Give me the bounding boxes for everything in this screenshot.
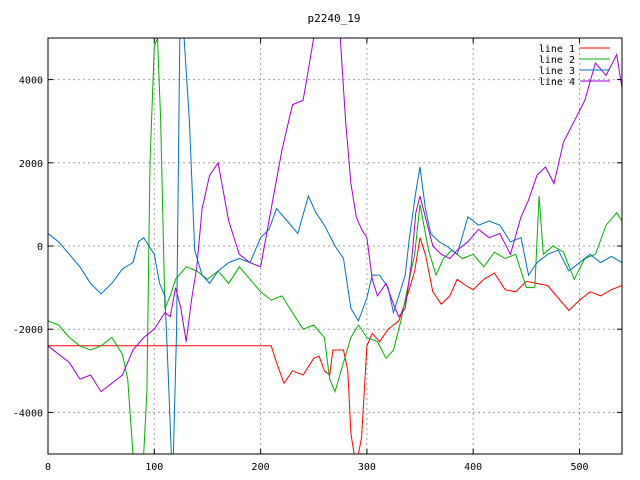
x-tick-label: 0 <box>45 462 51 473</box>
series-line-4 <box>48 38 622 393</box>
series-line-3 <box>48 38 622 454</box>
y-tick-label: -2000 <box>13 325 43 336</box>
x-tick-label: 200 <box>252 462 270 473</box>
series-line-2 <box>48 38 622 454</box>
grid <box>48 38 622 454</box>
x-tick-label: 500 <box>570 462 588 473</box>
x-tick-label: 300 <box>358 462 376 473</box>
y-tick-label: 4000 <box>19 76 43 87</box>
x-tick-label: 100 <box>145 462 163 473</box>
series-layer <box>48 38 622 454</box>
axis-ticks: 0 100 200 300 400 500 -4000 -2000 0 2000 4000 <box>13 38 622 473</box>
y-tick-label: 0 <box>37 242 43 253</box>
y-tick-label: 2000 <box>19 159 43 170</box>
legend-label-4: line 4 <box>539 77 575 88</box>
x-tick-label: 400 <box>464 462 482 473</box>
legend-label-3: line 3 <box>539 66 575 77</box>
legend-label-2: line 2 <box>539 55 575 66</box>
y-tick-label: -4000 <box>13 408 43 419</box>
chart-title: p2240_19 <box>308 12 361 25</box>
legend-label-1: line 1 <box>539 44 575 55</box>
